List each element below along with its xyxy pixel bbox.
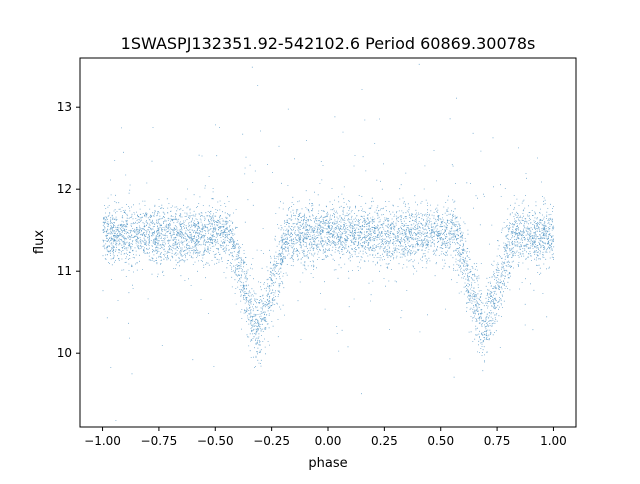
x-tick-label: 0.75	[484, 434, 511, 448]
y-tick-label: 10	[57, 346, 72, 360]
x-axis-label: phase	[308, 456, 347, 471]
x-tick-label: −1.00	[84, 434, 121, 448]
x-tick-label: −0.50	[197, 434, 234, 448]
x-tick-label: 0.50	[427, 434, 454, 448]
y-tick-label: 12	[57, 182, 72, 196]
y-tick-label: 13	[57, 100, 72, 114]
x-axis-ticks: −1.00 −0.75 −0.50 −0.25 0.00 0.25 0.50 0.75 1.00	[84, 427, 567, 448]
x-tick-label: 1.00	[540, 434, 567, 448]
x-tick-label: −0.25	[253, 434, 290, 448]
y-tick-label: 11	[57, 264, 72, 278]
chart-title: 1SWASPJ132351.92-542102.6 Period 60869.3…	[121, 34, 536, 53]
x-tick-label: −0.75	[141, 434, 178, 448]
x-tick-label: 0.00	[315, 434, 342, 448]
y-axis-label: flux	[32, 230, 47, 254]
y-axis-ticks: 10 11 12 13	[57, 100, 80, 360]
x-tick-label: 0.25	[371, 434, 398, 448]
